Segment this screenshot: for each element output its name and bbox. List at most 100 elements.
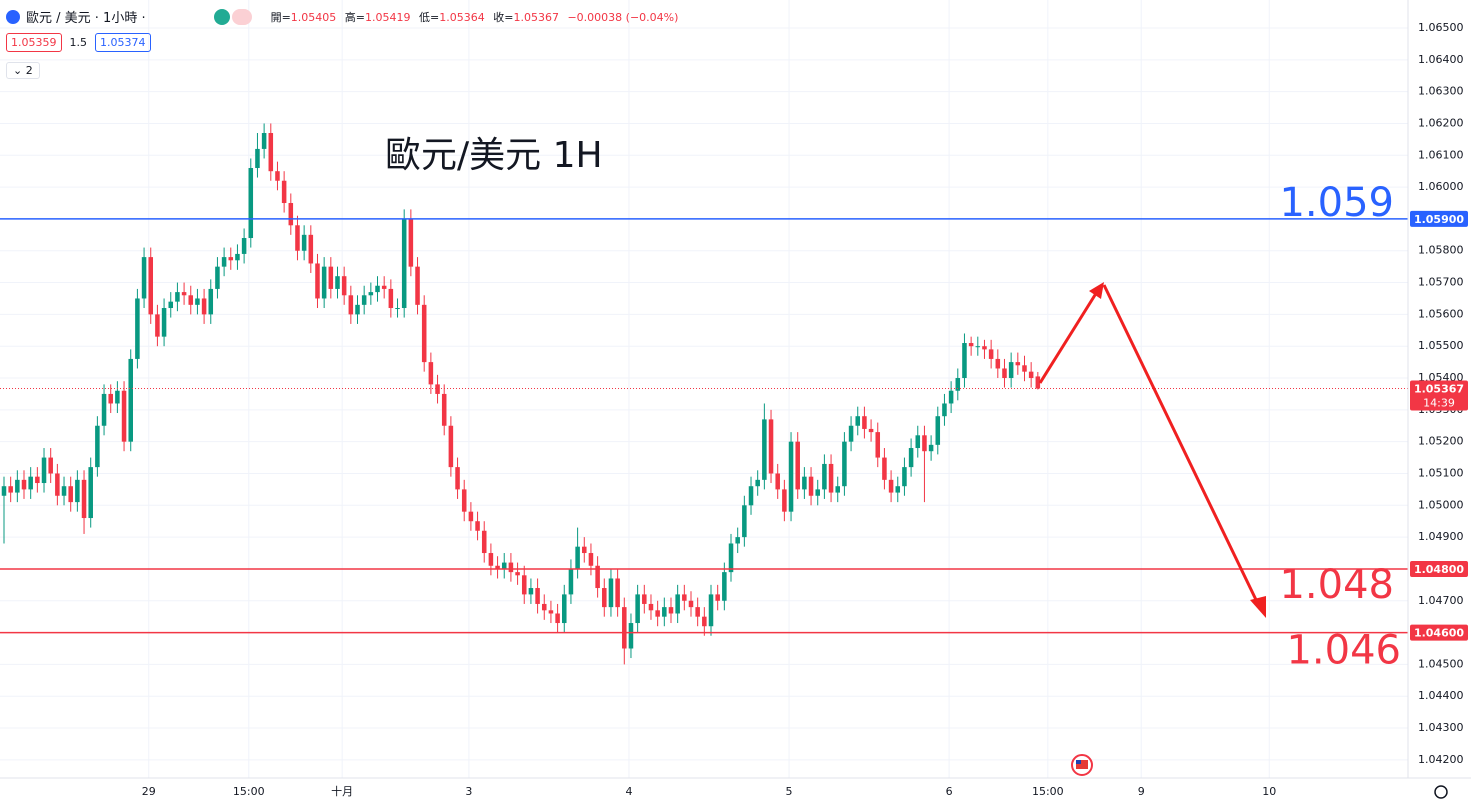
candle-body bbox=[642, 594, 647, 604]
price-label-bg bbox=[1410, 210, 1468, 227]
candle-body bbox=[962, 343, 967, 379]
candle-body bbox=[508, 562, 514, 573]
candle-body bbox=[368, 292, 374, 296]
symbol[interactable]: 歐元 / 美元 · 1小時 · bbox=[26, 11, 146, 26]
indicators-count: 2 bbox=[25, 64, 33, 77]
candle-body bbox=[848, 425, 854, 442]
candle-body bbox=[335, 276, 340, 289]
candle-body bbox=[341, 276, 347, 296]
candle-body bbox=[381, 285, 387, 289]
candle-body bbox=[828, 463, 834, 493]
candle-body bbox=[461, 489, 467, 512]
candle-body bbox=[708, 594, 714, 627]
candle-body bbox=[755, 479, 760, 487]
symbol-icon bbox=[6, 9, 20, 24]
candle-body bbox=[968, 343, 974, 347]
candle-body bbox=[788, 441, 794, 512]
x-tick-label: 29 bbox=[142, 785, 156, 798]
indicators-toggle[interactable]: ⌄ 2 bbox=[6, 62, 40, 79]
candle-body bbox=[495, 565, 500, 569]
candle-body bbox=[1008, 362, 1014, 379]
candle-body bbox=[715, 594, 720, 601]
candle-body bbox=[235, 253, 240, 261]
candle-body bbox=[888, 479, 894, 493]
x-tick-label: 10 bbox=[1262, 785, 1276, 798]
candle-body bbox=[168, 301, 174, 309]
candle-body bbox=[588, 553, 594, 566]
candle-body bbox=[875, 432, 881, 458]
ask[interactable]: 1.05374 bbox=[95, 33, 151, 52]
candle-body bbox=[128, 358, 133, 442]
candle-body bbox=[695, 607, 700, 617]
candle-body bbox=[675, 594, 680, 614]
candle-body bbox=[241, 238, 247, 254]
y-tick-label: 1.05200 bbox=[1418, 435, 1464, 448]
candle-body bbox=[682, 594, 687, 601]
y-tick-label: 1.05800 bbox=[1418, 244, 1464, 257]
candle-body bbox=[328, 266, 334, 289]
candle-body bbox=[255, 148, 260, 169]
candle-body bbox=[295, 225, 300, 251]
candle-body bbox=[395, 308, 400, 310]
settings-icon[interactable] bbox=[1434, 785, 1448, 799]
candle-body bbox=[822, 463, 827, 490]
candle-body bbox=[141, 257, 147, 299]
candle-body bbox=[782, 489, 787, 512]
open-value: 1.05405 bbox=[290, 10, 337, 24]
y-tick-label: 1.05500 bbox=[1418, 339, 1464, 352]
candle-body bbox=[448, 425, 454, 468]
candle-body bbox=[315, 263, 320, 299]
candle-body bbox=[628, 623, 634, 649]
open-key: 開= bbox=[270, 10, 291, 24]
candle-body bbox=[101, 393, 107, 426]
candle-body bbox=[942, 403, 947, 417]
flag-canton bbox=[1076, 760, 1081, 764]
plot bbox=[0, 123, 1408, 665]
low-value: 1.05364 bbox=[439, 10, 485, 24]
candle-body bbox=[475, 521, 480, 531]
x-tick-label: 5 bbox=[786, 785, 793, 798]
x-tick-label: 十月 bbox=[331, 784, 353, 798]
candle-body bbox=[321, 266, 327, 299]
price-label-bg bbox=[1410, 560, 1468, 577]
y-tick-label: 1.05700 bbox=[1418, 276, 1464, 289]
y-tick-label: 1.04700 bbox=[1418, 594, 1464, 607]
candle-body bbox=[582, 546, 587, 554]
candle-body bbox=[301, 234, 307, 251]
candle-body bbox=[908, 448, 914, 468]
candle-body bbox=[281, 180, 287, 204]
candle-body bbox=[148, 257, 154, 315]
bid[interactable]: 1.05359 bbox=[6, 33, 62, 52]
candle-body bbox=[842, 441, 847, 487]
data-badge bbox=[231, 8, 252, 25]
y-tick-label: 1.04400 bbox=[1418, 689, 1464, 702]
arrow-up-head bbox=[1089, 282, 1104, 299]
candle-body bbox=[775, 473, 780, 490]
x-tick-label: 6 bbox=[946, 785, 953, 798]
candle-body bbox=[88, 467, 93, 519]
candle-body bbox=[868, 428, 874, 433]
price-label: 1.04800 bbox=[1414, 563, 1464, 576]
candle-body bbox=[1015, 362, 1021, 366]
countdown-label: 14:39 bbox=[1423, 397, 1455, 410]
candle-body bbox=[615, 578, 620, 608]
ohlc: 開=1.05405 高=1.05419 低=1.05364 收=1.05367 … bbox=[266, 9, 679, 25]
candle-body bbox=[568, 568, 574, 595]
candle-body bbox=[348, 295, 354, 315]
y-tick-label: 1.06400 bbox=[1418, 53, 1464, 66]
candle-body bbox=[655, 610, 660, 617]
candle-body bbox=[195, 298, 200, 305]
candle-body bbox=[355, 304, 360, 315]
candle-body bbox=[948, 390, 954, 404]
candle-body bbox=[662, 607, 667, 617]
x-tick-label: 3 bbox=[465, 785, 472, 798]
candle-body bbox=[135, 298, 140, 359]
candle-body bbox=[808, 476, 814, 496]
y-tick-label: 1.05100 bbox=[1418, 466, 1464, 479]
candle-body bbox=[175, 292, 180, 302]
high-value: 1.05419 bbox=[365, 10, 411, 24]
candle-body bbox=[768, 419, 774, 474]
